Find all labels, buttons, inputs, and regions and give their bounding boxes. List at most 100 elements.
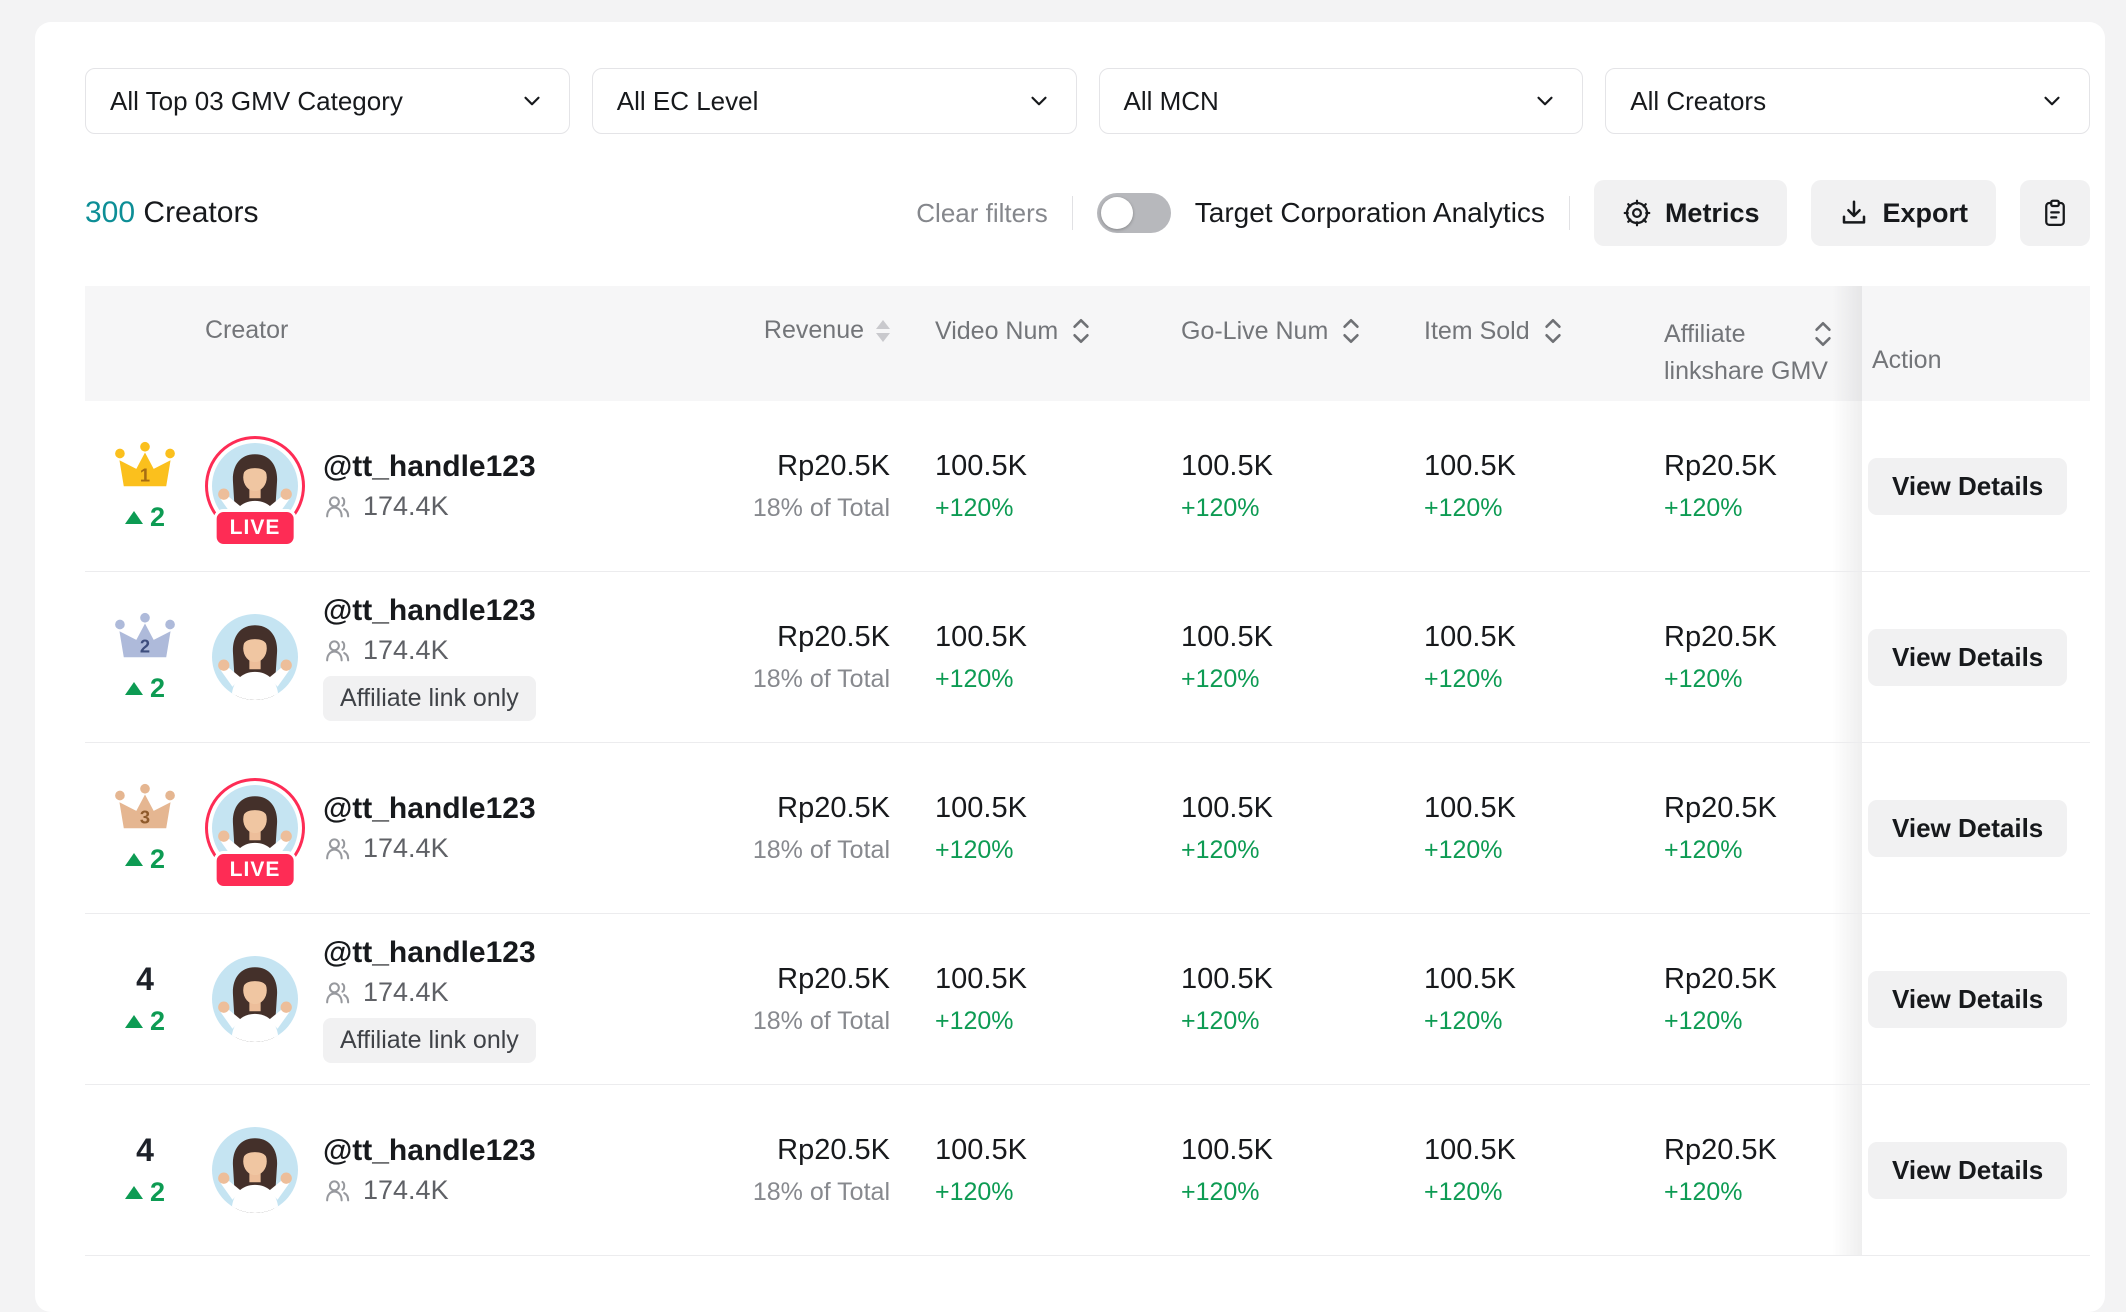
header-item-sold[interactable]: Item Sold <box>1424 286 1664 401</box>
video-num-cell: 100.5K +120% <box>890 1134 1181 1207</box>
filter-gmv-category-label: All Top 03 GMV Category <box>110 85 403 116</box>
item-sold-delta: +120% <box>1424 835 1503 864</box>
svg-text:2: 2 <box>140 635 150 656</box>
affiliate-gmv-value: Rp20.5K <box>1664 791 1777 824</box>
affiliate-gmv-value: Rp20.5K <box>1664 962 1777 995</box>
header-revenue[interactable]: Revenue <box>700 286 890 401</box>
item-sold-value: 100.5K <box>1424 1133 1516 1166</box>
sort-icon[interactable] <box>876 319 890 342</box>
export-button[interactable]: Export <box>1811 180 1996 246</box>
rank-cell: 1 1 2 <box>85 440 205 533</box>
sort-icon[interactable] <box>1340 316 1362 346</box>
affiliate-gmv-value: Rp20.5K <box>1664 620 1777 653</box>
header-golive-num[interactable]: Go-Live Num <box>1181 286 1424 401</box>
item-sold-value: 100.5K <box>1424 449 1516 482</box>
avatar-illustration <box>211 1126 298 1213</box>
view-details-button[interactable]: View Details <box>1868 799 2068 857</box>
analytics-toggle[interactable] <box>1096 193 1171 233</box>
chevron-down-icon <box>524 96 540 106</box>
creator-handle[interactable]: @tt_handle123 <box>323 593 536 627</box>
golive-num-cell: 100.5K +120% <box>1181 963 1424 1036</box>
header-affiliate-gmv[interactable]: Affiliate linkshare GMV <box>1664 286 1862 401</box>
revenue-cell: Rp20.5K 18% of Total <box>700 963 890 1036</box>
affiliate-link-only-tag: Affiliate link only <box>323 1017 536 1063</box>
video-num-cell: 100.5K +120% <box>890 963 1181 1036</box>
action-cell: View Details <box>1832 743 2090 913</box>
golive-num-cell: 100.5K +120% <box>1181 792 1424 865</box>
toggle-knob <box>1100 197 1133 229</box>
divider <box>1071 196 1073 230</box>
creator-handle[interactable]: @tt_handle123 <box>323 935 536 969</box>
rank-change: 2 <box>124 672 166 704</box>
header-creator-label: Creator <box>205 316 289 344</box>
view-details-button[interactable]: View Details <box>1868 970 2068 1028</box>
followers-icon <box>326 496 350 518</box>
sort-icon[interactable] <box>1812 319 1834 349</box>
video-num-delta: +120% <box>935 1006 1014 1035</box>
revenue-value: Rp20.5K <box>777 449 890 482</box>
affiliate-gmv-delta: +120% <box>1664 1177 1743 1206</box>
avatar-ring <box>205 949 305 1049</box>
follower-count-value: 174.4K <box>363 634 449 665</box>
creator-cell: @tt_handle123 174.4K Affiliate link only <box>205 936 700 1063</box>
item-sold-delta: +120% <box>1424 493 1503 522</box>
follower-count: 174.4K <box>323 977 536 1008</box>
affiliate-gmv-delta: +120% <box>1664 835 1743 864</box>
video-num-cell: 100.5K +120% <box>890 792 1181 865</box>
view-details-button[interactable]: View Details <box>1868 457 2068 515</box>
rank-change: 2 <box>124 1177 165 1208</box>
filter-ec-level[interactable]: All EC Level <box>591 68 1077 134</box>
table-row: 1 1 2 <box>85 401 2090 572</box>
copy-button[interactable] <box>2020 180 2090 246</box>
table-row: 2 2 2 <box>85 572 2090 743</box>
rank-change-value: 2 <box>149 501 166 532</box>
avatar[interactable] <box>211 613 298 700</box>
header-video-num[interactable]: Video Num <box>890 286 1181 401</box>
followers-icon <box>326 639 350 661</box>
affiliate-gmv-cell: Rp20.5K +120% <box>1664 1134 1862 1207</box>
gear-icon <box>1623 199 1651 227</box>
revenue-value: Rp20.5K <box>777 791 890 824</box>
filter-creators[interactable]: All Creators <box>1605 68 2090 134</box>
table-row: 3 3 2 <box>85 743 2090 914</box>
rank-change: 2 <box>124 501 166 533</box>
filter-mcn[interactable]: All MCN <box>1098 68 1584 134</box>
item-sold-cell: 100.5K +120% <box>1424 450 1664 523</box>
metrics-button[interactable]: Metrics <box>1593 180 1788 246</box>
chevron-down-icon <box>1537 96 1553 106</box>
avatar[interactable] <box>211 955 298 1042</box>
affiliate-gmv-cell: Rp20.5K +120% <box>1664 792 1862 865</box>
video-num-value: 100.5K <box>935 1133 1027 1166</box>
affiliate-gmv-cell: Rp20.5K +120% <box>1664 450 1862 523</box>
avatar-ring <box>205 607 305 707</box>
avatar[interactable] <box>211 1126 298 1213</box>
filter-ec-level-label: All EC Level <box>616 85 759 116</box>
header-video-num-label: Video Num <box>935 316 1059 345</box>
header-affiliate-gmv-line2: linkshare GMV <box>1664 357 1828 385</box>
filter-gmv-category[interactable]: All Top 03 GMV Category <box>85 68 570 134</box>
video-num-delta: +120% <box>935 1177 1014 1206</box>
creators-analytics-card: All Top 03 GMV Category All EC Level All… <box>35 22 2105 1312</box>
creator-cell: LIVE @tt_handle123 174.4K <box>205 436 700 547</box>
clipboard-icon <box>2045 199 2065 226</box>
view-details-button[interactable]: View Details <box>1868 1141 2068 1199</box>
rank-number: 4 <box>136 961 154 997</box>
rank-change-value: 2 <box>149 672 166 703</box>
sort-icon[interactable] <box>1542 316 1564 346</box>
follower-count: 174.4K <box>323 833 536 864</box>
golive-num-delta: +120% <box>1181 835 1260 864</box>
creator-handle[interactable]: @tt_handle123 <box>323 450 536 483</box>
clear-filters-button[interactable]: Clear filters <box>916 197 1048 228</box>
header-affiliate-gmv-line1: Affiliate <box>1664 320 1746 348</box>
creator-handle[interactable]: @tt_handle123 <box>323 792 536 825</box>
view-details-button[interactable]: View Details <box>1868 628 2068 686</box>
creator-handle[interactable]: @tt_handle123 <box>323 1134 536 1167</box>
rank-change: 2 <box>124 844 165 875</box>
golive-num-delta: +120% <box>1181 664 1260 693</box>
sort-icon[interactable] <box>1070 316 1092 346</box>
item-sold-cell: 100.5K +120% <box>1424 621 1664 694</box>
rank-cell: 3 3 2 <box>85 782 205 875</box>
follower-count-value: 174.4K <box>363 491 449 521</box>
affiliate-gmv-delta: +120% <box>1664 1006 1743 1035</box>
divider <box>1568 196 1570 230</box>
